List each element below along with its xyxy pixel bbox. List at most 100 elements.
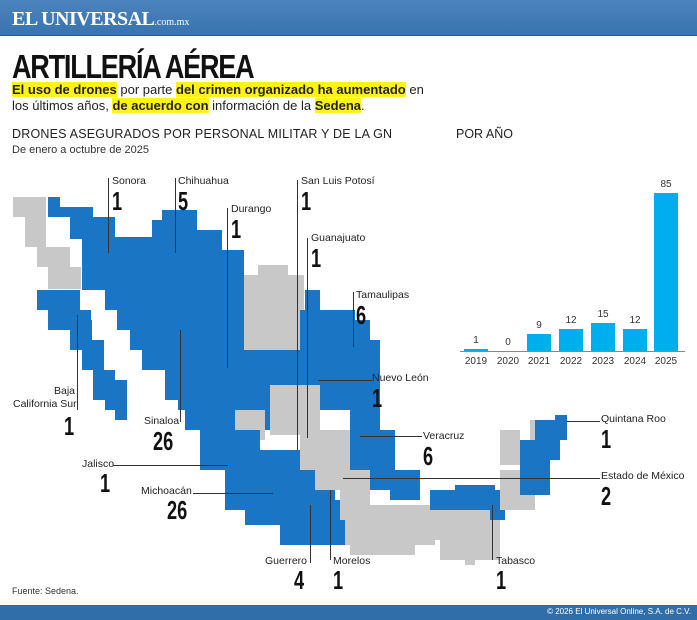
bar-value-label: 12 (629, 315, 641, 326)
bar-chart: 1 2019 0 2020 9 2021 12 2022 15 2023 12 2024 85 2025 (460, 140, 685, 370)
state-label: Durango (231, 203, 272, 215)
bar-rect (464, 349, 488, 351)
brand-logo[interactable]: EL UNIVERSAL.com.mx (12, 8, 189, 31)
state-count: 1 (372, 383, 383, 413)
bar-value-label: 0 (505, 337, 511, 348)
state-count: 6 (423, 441, 434, 471)
bar-rect (559, 329, 583, 351)
state-without-drones (270, 385, 320, 435)
leader-line (297, 180, 298, 450)
leader-line (318, 380, 372, 381)
header-bar: EL UNIVERSAL.com.mx (0, 0, 697, 36)
copyright: © 2026 El Universal Online, S.A. de C.V. (547, 607, 691, 616)
state-with-drones (200, 400, 240, 430)
brand-suffix: .com.mx (154, 17, 190, 28)
bar-value-label: 9 (536, 320, 542, 331)
state-with-drones (115, 395, 127, 420)
bar-value-label: 15 (597, 309, 609, 320)
state-count: 4 (294, 565, 305, 595)
state-with-drones (82, 340, 104, 370)
bar-chart-title: POR AÑO (456, 127, 513, 141)
state-with-drones (430, 490, 500, 510)
mexico-map (0, 160, 697, 600)
state-without-drones (465, 555, 475, 565)
bar-2024: 12 2024 (623, 140, 647, 367)
state-with-drones (555, 415, 567, 440)
state-with-drones (178, 340, 248, 410)
state-without-drones (345, 505, 435, 545)
state-without-drones (13, 197, 46, 217)
bar-value-label: 12 (565, 315, 577, 326)
state-count: 1 (496, 565, 507, 595)
leader-line (175, 178, 176, 253)
state-with-drones (162, 210, 197, 225)
lede-text-4: en los últimos años, (12, 82, 424, 113)
state-label: Sinaloa (144, 415, 180, 427)
state-count: 26 (153, 426, 174, 456)
map-title: DRONES ASEGURADOS POR PERSONAL MILITAR Y… (12, 127, 393, 141)
leader-line (492, 505, 493, 560)
bar-2022: 12 2022 (559, 140, 583, 367)
state-count: 5 (178, 186, 189, 216)
bar-year-label: 2023 (591, 356, 615, 367)
lede-highlight-5: de acuerdo con (112, 98, 209, 113)
state-label: Estado de México (601, 470, 685, 482)
state-with-drones (455, 485, 495, 495)
state-label: Veracruz (423, 430, 465, 442)
state-count: 1 (231, 214, 242, 244)
state-count: 1 (64, 411, 75, 441)
state-count: 1 (311, 243, 322, 273)
state-count: 1 (301, 186, 312, 216)
leader-line (307, 238, 308, 438)
lede-text-2: por parte (116, 82, 177, 97)
page-title: ARTILLERÍA AÉREA (12, 48, 255, 85)
bar-rect (591, 323, 615, 351)
bar-year-label: 2019 (464, 356, 488, 367)
state-without-drones (48, 267, 81, 289)
state-with-drones (48, 207, 93, 217)
state-without-drones (350, 540, 415, 555)
state-with-drones (152, 220, 197, 300)
bar-value-label: 1 (473, 335, 479, 346)
lede-text-8: . (361, 98, 365, 113)
state-label: Sonora (112, 175, 146, 187)
leader-line (353, 292, 354, 347)
bar-year-label: 2025 (654, 356, 678, 367)
state-with-drones (82, 250, 152, 290)
leader-line (108, 178, 109, 253)
bar-2023: 15 2023 (591, 140, 615, 367)
lede-text-6: información de la (208, 98, 315, 113)
state-count: 2 (601, 481, 612, 511)
bar-value-label: 85 (660, 179, 672, 190)
state-with-drones (390, 470, 420, 500)
brand-name: EL UNIVERSAL (12, 8, 155, 30)
state-count: 1 (601, 424, 612, 454)
leader-line (113, 465, 228, 466)
state-count: 6 (356, 300, 367, 330)
x-axis (460, 351, 685, 352)
source-note: Fuente: Sedena. (12, 586, 79, 596)
state-without-drones (258, 265, 288, 280)
bar-2020: 0 2020 (496, 140, 520, 367)
bar-rect (654, 193, 678, 351)
leader-line (193, 493, 273, 494)
leader-line (77, 315, 78, 410)
state-label: San Luis Potosí (301, 175, 375, 187)
bar-2025: 85 2025 (654, 140, 678, 367)
state-label: Baja (54, 385, 76, 397)
state-label: Jalisco (82, 458, 115, 470)
state-label: Chihuahua (178, 175, 229, 187)
leader-line (360, 436, 422, 437)
leader-line (310, 505, 311, 563)
bar-year-label: 2020 (496, 356, 520, 367)
bar-rect (623, 329, 647, 351)
lede-text: El uso de drones por parte del crimen or… (12, 82, 432, 114)
footer-bar: © 2026 El Universal Online, S.A. de C.V. (0, 605, 697, 620)
state-label: Morelos (333, 555, 371, 567)
bar-2021: 9 2021 (527, 140, 551, 367)
state-count: 1 (112, 186, 123, 216)
state-without-drones (25, 217, 46, 247)
state-label: California Sur (13, 398, 77, 410)
state-with-drones (37, 290, 80, 310)
lede-highlight-3: del crimen organizado ha aumentado (176, 82, 406, 97)
